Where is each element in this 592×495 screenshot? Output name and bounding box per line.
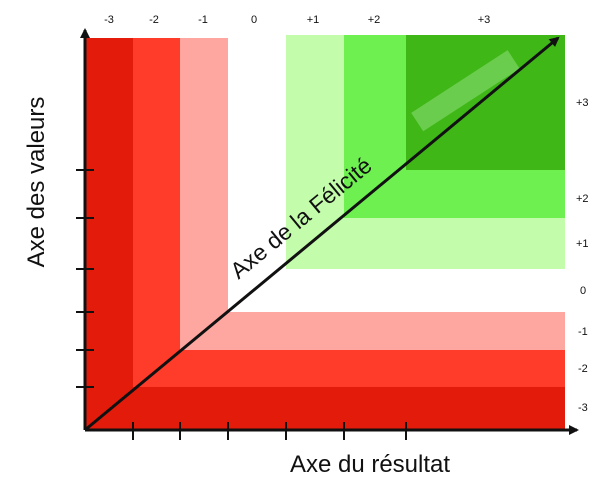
top-tick-label: +3 [478, 14, 491, 26]
right-tick-label: -1 [578, 326, 588, 338]
x-axis-title: Axe du résultat [290, 451, 450, 478]
x-axis-ticks [132, 422, 407, 440]
band-minus-2-horizontal [133, 350, 565, 387]
top-tick-label: +2 [368, 14, 381, 26]
band-minus-3-vertical [85, 38, 133, 430]
y-axis-ticks [76, 169, 94, 388]
y-axis-title: Axe des valeurs [23, 97, 50, 268]
band-minus-3-horizontal [85, 387, 565, 430]
band-minus-2-vertical [133, 38, 180, 387]
right-tick-label: 0 [580, 285, 586, 297]
axes [80, 28, 579, 435]
felicity-axis [84, 36, 560, 432]
negative-zone [85, 38, 565, 430]
top-tick-label: -2 [149, 14, 159, 26]
right-tick-label: +1 [576, 238, 589, 250]
top-scale: -3 -2 -1 0 +1 +2 +3 [104, 14, 490, 26]
right-tick-label: -2 [578, 363, 588, 375]
top-tick-label: 0 [251, 14, 257, 26]
right-tick-label: +3 [576, 97, 589, 109]
band-minus-1-horizontal [180, 312, 565, 350]
top-tick-label: +1 [307, 14, 320, 26]
right-tick-label: -3 [578, 402, 588, 414]
right-tick-label: +2 [576, 193, 589, 205]
top-tick-label: -1 [198, 14, 208, 26]
positive-zone [286, 35, 565, 269]
highlight-glare [411, 50, 520, 132]
band-minus-1-vertical [180, 38, 228, 350]
top-tick-label: -3 [104, 14, 114, 26]
right-scale: +3 +2 +1 0 -1 -2 -3 [576, 97, 589, 414]
